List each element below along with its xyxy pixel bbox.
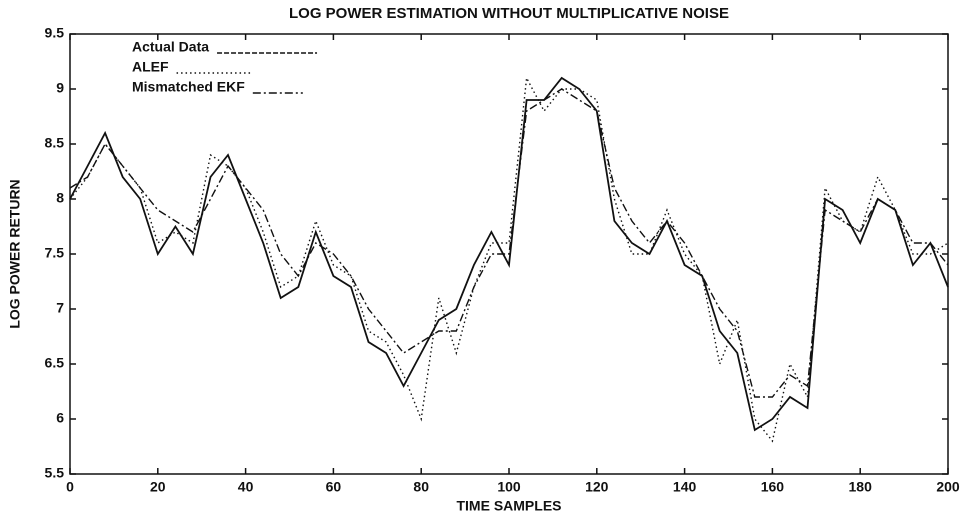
chart-title: LOG POWER ESTIMATION WITHOUT MULTIPLICAT…	[289, 5, 729, 22]
x-tick-label: 120	[585, 479, 609, 495]
x-tick-label: 60	[326, 479, 342, 495]
y-tick-label: 9.5	[45, 25, 65, 41]
x-tick-label: 160	[761, 479, 785, 495]
y-tick-label: 7	[56, 300, 64, 316]
data-line	[69, 88, 949, 398]
y-axis-label: LOG POWER RETURN	[7, 179, 23, 328]
x-tick-label: 200	[936, 479, 960, 495]
x-tick-label: 20	[150, 479, 166, 495]
y-tick-label: 6	[56, 410, 64, 426]
y-tick-label: 6.5	[45, 355, 65, 371]
legend-label: ALEF	[132, 59, 169, 75]
x-axis-label: TIME SAMPLES	[456, 498, 561, 514]
y-tick-label: 8	[56, 190, 64, 206]
data-line	[69, 75, 949, 443]
y-tick-label: 5.5	[45, 465, 65, 481]
x-tick-label: 140	[673, 479, 697, 495]
x-tick-label: 180	[849, 479, 873, 495]
y-tick-label: 7.5	[45, 245, 65, 261]
x-tick-label: 40	[238, 479, 254, 495]
x-tick-label: 0	[66, 479, 74, 495]
legend-label: Actual Data	[132, 39, 209, 55]
x-tick-label: 80	[413, 479, 429, 495]
data-line	[69, 76, 949, 432]
y-tick-label: 9	[56, 80, 64, 96]
legend-label: Mismatched EKF	[132, 79, 245, 95]
x-tick-label: 100	[497, 479, 521, 495]
y-tick-label: 8.5	[45, 135, 65, 151]
